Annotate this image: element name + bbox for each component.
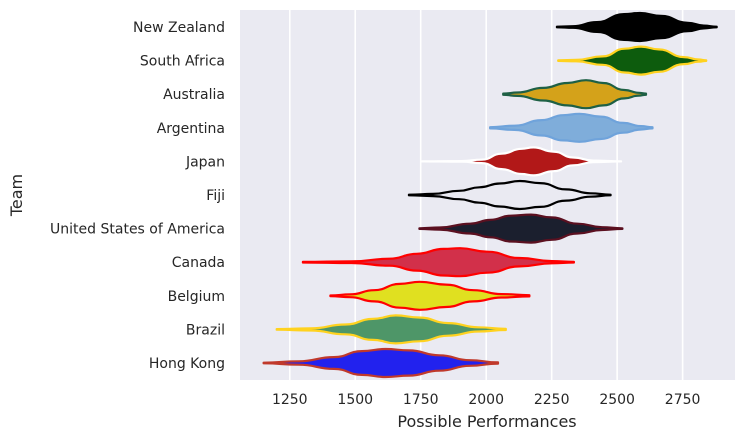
violin-belgium (329, 280, 531, 311)
violin-hong-kong (262, 347, 500, 379)
violin-australia (502, 79, 648, 110)
x-tick-label: 2000 (468, 392, 504, 408)
x-tick-label: 2500 (599, 392, 635, 408)
x-tick-label: 1250 (272, 392, 308, 408)
violin-brazil (275, 314, 507, 345)
violin-south-africa (557, 45, 708, 76)
violin-new-zealand (555, 11, 718, 43)
x-tick-label: 2750 (665, 392, 701, 408)
violin-united-states-of-america (418, 213, 624, 244)
y-tick-label: Australia (163, 87, 225, 103)
x-axis-title: Possible Performances (397, 412, 576, 431)
x-tick-label: 2250 (534, 392, 570, 408)
x-tick-label: 1500 (337, 392, 373, 408)
y-tick-label: Japan (185, 154, 225, 170)
y-tick-label: Fiji (206, 188, 225, 204)
violin-argentina (489, 112, 654, 143)
x-tick-label: 1750 (403, 392, 439, 408)
violin-japan (420, 146, 623, 177)
y-tick-label: New Zealand (133, 20, 225, 36)
y-tick-label: United States of America (50, 222, 225, 238)
y-tick-label: Belgium (168, 289, 225, 305)
x-tick-labels: 1250 1500 1750 2000 2250 2500 2750 (272, 392, 700, 408)
y-tick-label: Argentina (157, 121, 225, 137)
y-tick-label: South Africa (140, 54, 225, 70)
violin-fiji (407, 179, 612, 211)
y-tick-labels: New Zealand South Africa Australia Argentin… (50, 20, 225, 372)
violin-canada (301, 247, 575, 278)
y-tick-label: Hong Kong (149, 356, 225, 372)
y-tick-label: Brazil (186, 322, 225, 338)
violins (262, 11, 718, 379)
y-tick-label: Canada (172, 255, 225, 271)
y-axis-title: Team (7, 174, 26, 217)
